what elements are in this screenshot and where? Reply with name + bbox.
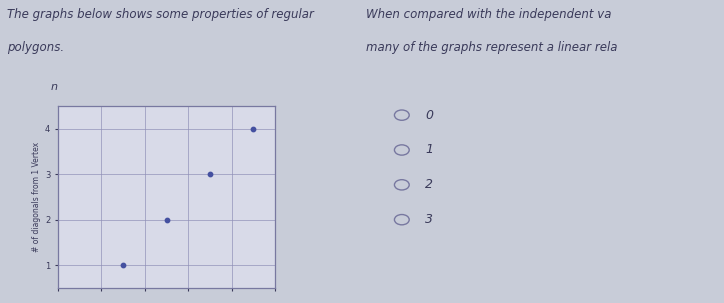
Point: [204, 172, 216, 177]
Text: 1: 1: [425, 144, 433, 156]
Text: many of the graphs represent a linear rela: many of the graphs represent a linear re…: [366, 41, 617, 54]
Text: n: n: [51, 82, 58, 92]
Text: The graphs below shows some properties of regular: The graphs below shows some properties o…: [7, 8, 314, 21]
Point: [117, 263, 129, 268]
Point: [248, 126, 259, 131]
Point: [161, 217, 172, 222]
Text: When compared with the independent va: When compared with the independent va: [366, 8, 611, 21]
Text: polygons.: polygons.: [7, 41, 64, 54]
Y-axis label: # of diagonals from 1 Vertex: # of diagonals from 1 Vertex: [32, 142, 41, 252]
Text: 2: 2: [425, 178, 433, 191]
Text: 3: 3: [425, 213, 433, 226]
Text: 0: 0: [425, 109, 433, 122]
